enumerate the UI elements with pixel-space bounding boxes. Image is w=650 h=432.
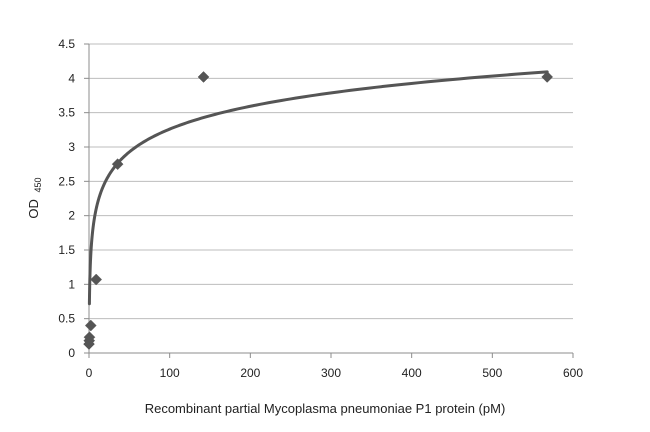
- x-tick-label: 300: [321, 366, 341, 380]
- y-axis-title: OD 450: [26, 177, 43, 218]
- x-tick-label: 200: [240, 366, 260, 380]
- trendline-curve: [87, 70, 549, 306]
- data-point: [90, 273, 103, 286]
- y-tick-label: 2.5: [58, 174, 75, 188]
- x-tick-labels: 0 100 200 300 400 500 600: [86, 366, 584, 380]
- x-tick-label: 600: [563, 366, 583, 380]
- data-point: [541, 71, 554, 83]
- data-point: [111, 158, 124, 171]
- y-tick-label: 3: [68, 140, 75, 154]
- x-tick-label: 0: [86, 366, 93, 380]
- data-points: [83, 71, 554, 350]
- y-tick-label: 1: [68, 277, 75, 291]
- data-point: [84, 319, 97, 332]
- y-tick-label: 4: [68, 71, 75, 85]
- y-tick-label: 3.5: [58, 106, 75, 120]
- data-point: [83, 331, 96, 344]
- x-tick-label: 400: [402, 366, 422, 380]
- x-tick-label: 500: [482, 366, 502, 380]
- y-tick-label: 4.5: [58, 37, 75, 51]
- y-tick-label: 1.5: [58, 243, 75, 257]
- y-tick-label: 0: [68, 346, 75, 360]
- x-axis-title: Recombinant partial Mycoplasma pneumonia…: [145, 401, 506, 416]
- axes: [84, 43, 574, 358]
- x-tick-label: 100: [160, 366, 180, 380]
- y-axis-title-main: OD: [26, 199, 41, 219]
- data-point: [197, 71, 210, 83]
- y-axis-title-subscript: 450: [33, 177, 43, 192]
- y-tick-labels: 0 0.5 1 1.5 2 2.5 3 3.5 4 4.5: [58, 37, 75, 360]
- trendline: [87, 70, 549, 306]
- y-tick-label: 0.5: [58, 312, 75, 326]
- y-tick-label: 2: [68, 209, 75, 223]
- grid-lines: [89, 43, 573, 320]
